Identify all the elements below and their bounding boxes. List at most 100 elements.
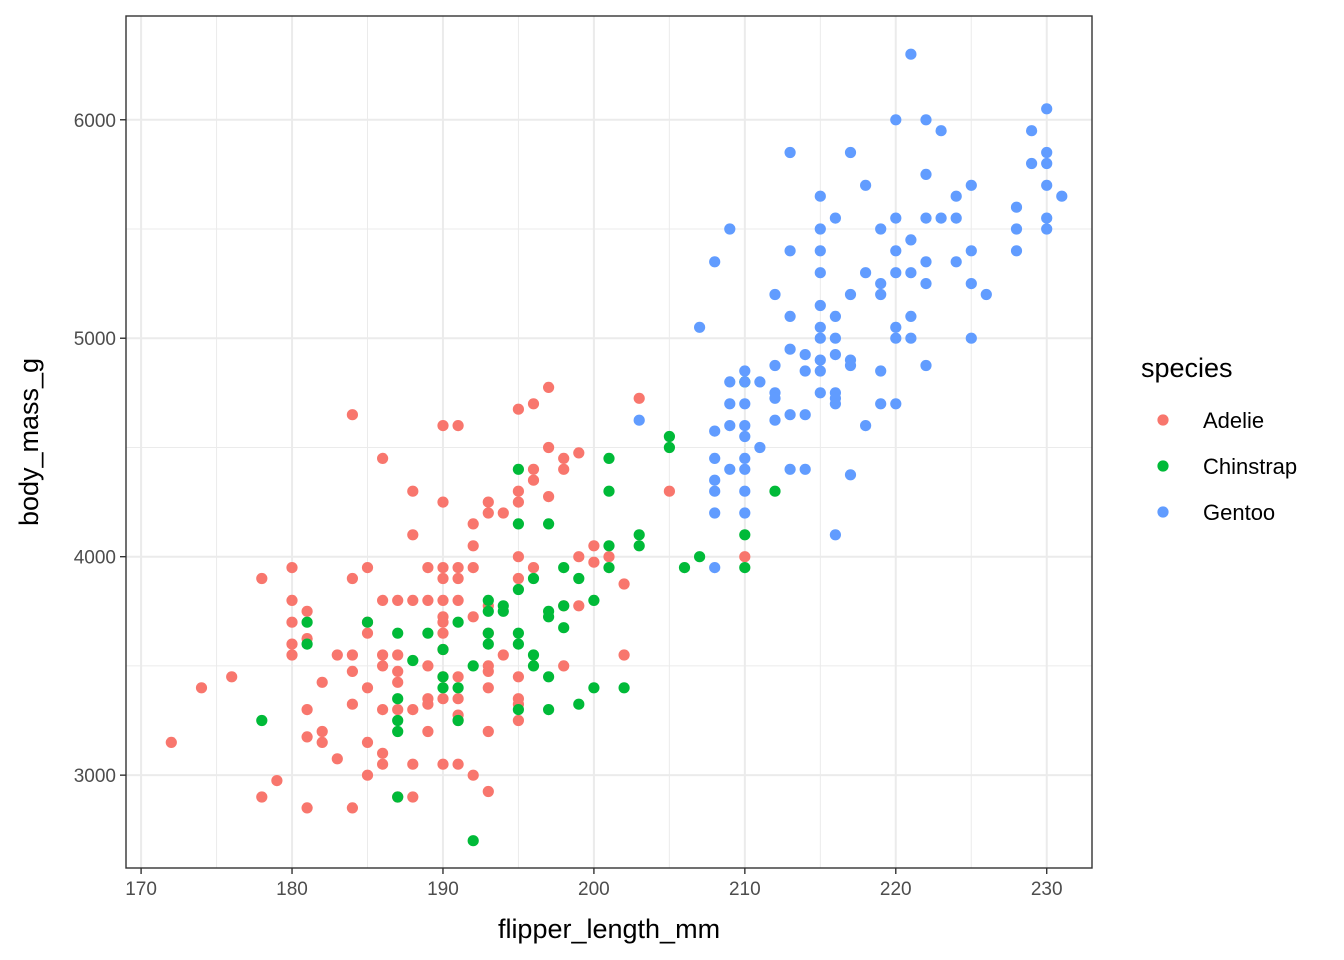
data-point	[1041, 157, 1053, 170]
data-point	[437, 420, 449, 432]
data-point	[361, 682, 374, 694]
data-point	[588, 594, 600, 607]
data-point	[814, 267, 826, 279]
data-point	[377, 649, 389, 661]
data-point	[346, 698, 358, 710]
data-point	[256, 572, 268, 585]
data-point	[905, 234, 917, 246]
data-point	[286, 562, 298, 574]
x-tick-label: 220	[880, 879, 912, 900]
data-point	[965, 179, 977, 191]
data-point	[814, 365, 826, 377]
data-point	[769, 288, 781, 301]
data-point	[935, 212, 947, 224]
data-point	[467, 660, 479, 672]
data-point	[920, 359, 932, 372]
y-tick-label: 6000	[74, 111, 116, 132]
data-point	[829, 310, 842, 322]
data-point	[920, 212, 932, 224]
data-point	[890, 245, 902, 257]
data-point	[573, 551, 585, 563]
data-point	[860, 179, 872, 191]
data-point	[754, 376, 766, 388]
data-point	[890, 212, 902, 224]
data-point	[603, 540, 615, 552]
data-point	[678, 562, 691, 574]
data-point	[361, 562, 374, 574]
data-point	[452, 594, 464, 607]
data-point	[286, 616, 298, 628]
legend-label-chinstrap: Chinstrap	[1203, 454, 1297, 479]
data-point	[543, 491, 555, 503]
data-point	[799, 349, 811, 361]
data-point	[497, 507, 509, 519]
data-point	[633, 529, 645, 541]
data-point	[558, 660, 570, 672]
data-point	[316, 736, 328, 749]
data-point	[739, 430, 751, 443]
data-point	[739, 398, 751, 410]
data-point	[829, 212, 842, 224]
x-axis-ticks: 170 180 190 200 210 220 230	[125, 868, 1063, 900]
data-point	[422, 725, 434, 738]
data-point	[512, 572, 525, 585]
data-point	[271, 775, 283, 787]
data-point	[618, 578, 630, 590]
data-point	[377, 704, 389, 716]
data-point	[316, 725, 328, 738]
data-point	[799, 463, 811, 475]
data-point	[286, 638, 298, 650]
data-point	[875, 365, 887, 377]
data-point	[346, 665, 358, 678]
data-point	[452, 616, 464, 628]
data-point	[482, 496, 494, 508]
data-point	[588, 682, 600, 694]
data-point	[467, 835, 479, 847]
y-tick-label: 3000	[74, 766, 116, 787]
data-point	[844, 146, 857, 159]
data-point	[890, 267, 902, 279]
data-point	[1056, 190, 1068, 202]
data-point	[1041, 103, 1053, 115]
data-point	[377, 452, 389, 464]
data-point	[603, 562, 615, 574]
data-point	[482, 638, 494, 650]
data-point	[875, 288, 887, 301]
data-point	[452, 682, 464, 694]
data-point	[452, 671, 464, 683]
series-gentoo	[633, 48, 1068, 574]
data-point	[482, 682, 494, 694]
data-point	[905, 267, 917, 279]
legend-label-adelie: Adelie	[1203, 408, 1264, 433]
data-point	[543, 518, 555, 530]
data-point	[724, 223, 736, 235]
data-point	[603, 551, 615, 563]
data-point	[512, 518, 525, 530]
data-point	[573, 572, 585, 585]
data-point	[452, 562, 464, 574]
data-point	[558, 622, 570, 634]
data-point	[965, 332, 977, 344]
plot-panel-border	[125, 15, 1093, 869]
data-point	[512, 627, 525, 639]
data-point	[407, 654, 419, 667]
data-point	[618, 649, 630, 661]
data-point	[920, 256, 932, 268]
data-point	[1010, 245, 1023, 257]
data-point	[1041, 212, 1053, 224]
data-point	[226, 671, 238, 683]
data-point	[543, 704, 555, 716]
data-point	[165, 736, 177, 749]
data-point	[558, 562, 570, 574]
data-point	[286, 594, 298, 607]
data-point	[860, 267, 872, 279]
data-point	[1041, 179, 1053, 191]
data-point	[512, 714, 525, 727]
data-point	[709, 485, 721, 497]
data-point	[663, 485, 676, 497]
data-point	[890, 332, 902, 344]
data-point	[543, 611, 555, 623]
data-point	[512, 463, 525, 475]
data-point	[950, 256, 962, 268]
